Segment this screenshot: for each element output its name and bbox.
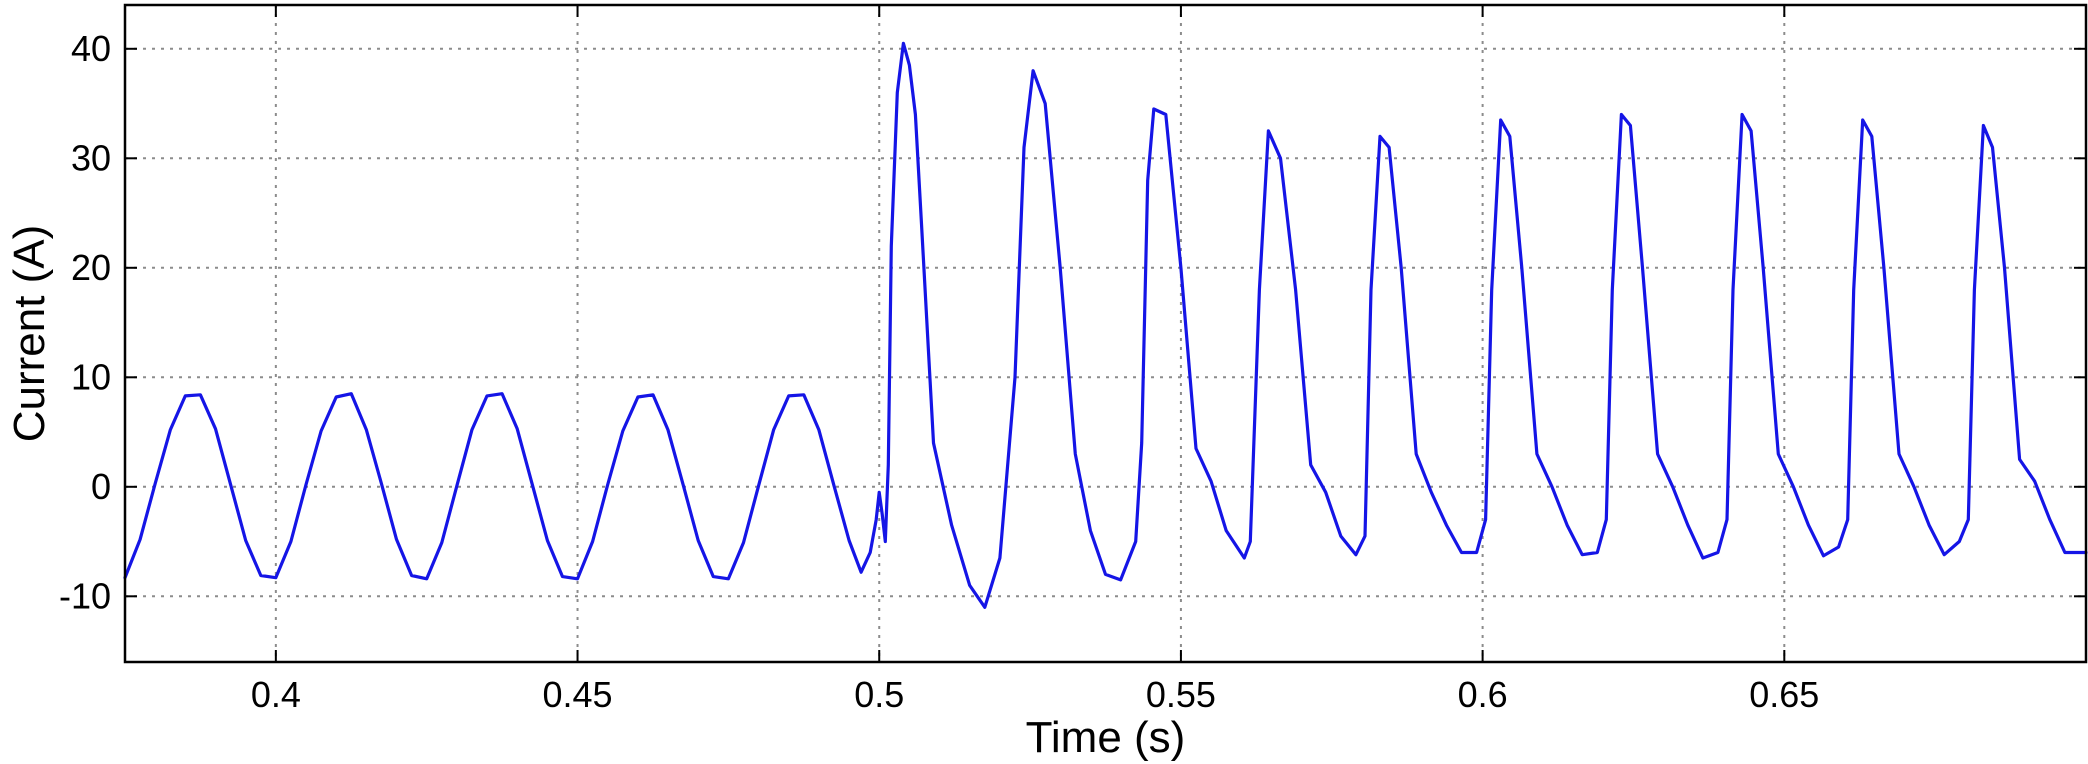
y-tick-label: 20 — [71, 247, 111, 288]
y-axis-title: Current (A) — [5, 225, 54, 443]
x-tick-label: 0.45 — [542, 674, 612, 715]
series-line — [123, 41, 2088, 609]
y-tick-labels: -10 0 10 20 30 40 — [59, 28, 111, 616]
y-tick-label: 0 — [91, 466, 111, 507]
plot-frame — [123, 3, 2088, 664]
tick-marks — [125, 5, 2086, 662]
x-tick-label: 0.65 — [1749, 674, 1819, 715]
x-tick-labels: 0.4 0.45 0.5 0.55 0.6 0.65 — [251, 674, 1820, 715]
x-tick-label: 0.4 — [251, 674, 301, 715]
y-tick-label: 30 — [71, 137, 111, 178]
x-tick-label: 0.6 — [1458, 674, 1508, 715]
x-axis-title: Time (s) — [1026, 713, 1186, 762]
x-tick-label: 0.55 — [1146, 674, 1216, 715]
y-tick-label: 40 — [71, 28, 111, 69]
x-tick-label: 0.5 — [854, 674, 904, 715]
grid-lines — [125, 5, 2086, 662]
y-tick-label: -10 — [59, 575, 111, 616]
y-tick-label: 10 — [71, 356, 111, 397]
series-layer — [123, 41, 2088, 609]
